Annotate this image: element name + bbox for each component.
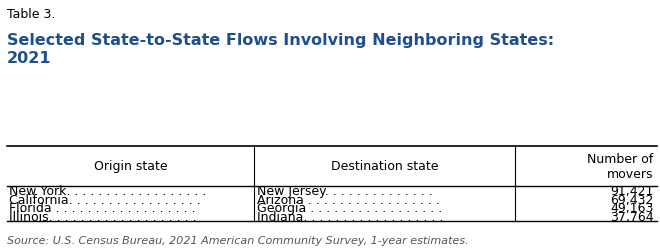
Text: Table 3.: Table 3. [7,8,55,20]
Text: Illinois. . . . . . . . . . . . . . . . . . .: Illinois. . . . . . . . . . . . . . . . … [9,210,197,223]
Text: Source: U.S. Census Bureau, 2021 American Community Survey, 1-year estimates.: Source: U.S. Census Bureau, 2021 America… [7,235,468,245]
Text: Arizona . . . . . . . . . . . . . . . . .: Arizona . . . . . . . . . . . . . . . . … [257,193,440,206]
Text: 91,421: 91,421 [610,184,653,197]
Text: New Jersey. . . . . . . . . . . . . .: New Jersey. . . . . . . . . . . . . . [257,184,432,197]
Text: 49,163: 49,163 [610,202,653,214]
Text: Georgia . . . . . . . . . . . . . . . . .: Georgia . . . . . . . . . . . . . . . . … [257,202,442,214]
Text: Florida . . . . . . . . . . . . . . . . . .: Florida . . . . . . . . . . . . . . . . … [9,202,196,214]
Text: 69,432: 69,432 [610,193,653,206]
Text: New York. . . . . . . . . . . . . . . . . .: New York. . . . . . . . . . . . . . . . … [9,184,207,197]
Text: Selected State-to-State Flows Involving Neighboring States:
2021: Selected State-to-State Flows Involving … [7,32,554,65]
Text: Indiana. . . . . . . . . . . . . . . . . .: Indiana. . . . . . . . . . . . . . . . .… [257,210,443,223]
Text: California. . . . . . . . . . . . . . . . .: California. . . . . . . . . . . . . . . … [9,193,201,206]
Text: 37,764: 37,764 [610,210,653,223]
Text: Destination state: Destination state [331,160,438,173]
Text: Number of
movers: Number of movers [587,152,653,180]
Text: Origin state: Origin state [94,160,167,173]
